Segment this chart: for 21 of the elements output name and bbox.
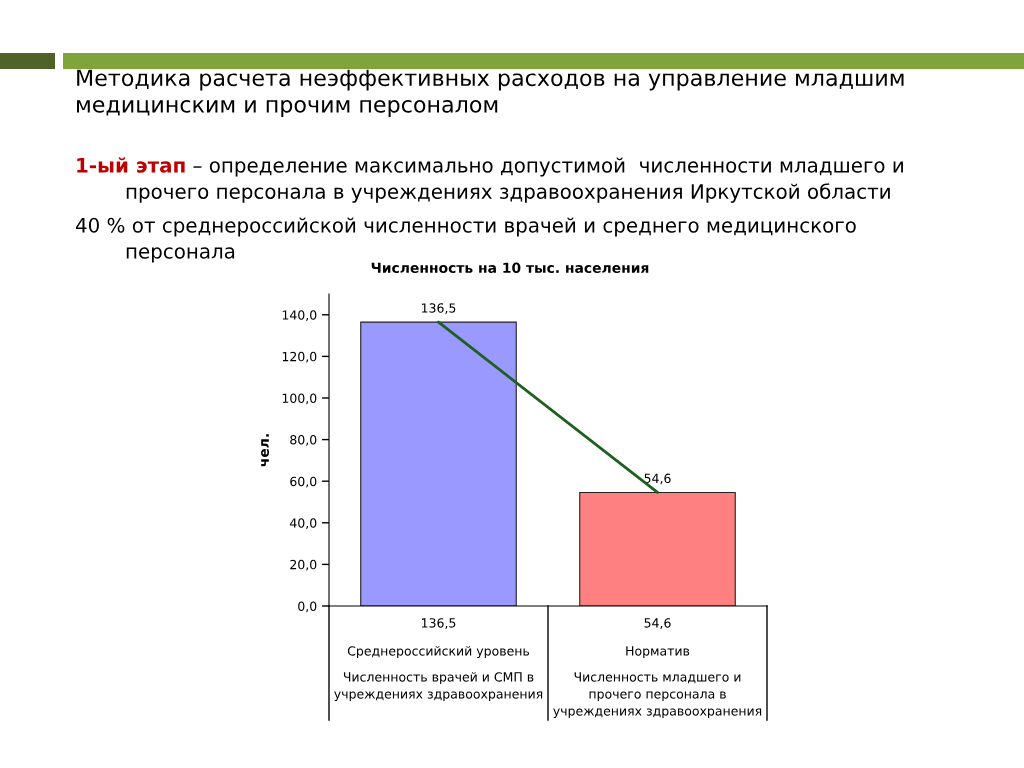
- y-axis-title: чел.: [261, 434, 269, 467]
- text: 40 % от среднероссийской численности врачей и среднего медицинского персонала: [75, 217, 856, 263]
- text: прочего персонала в учреждениях здравоохранения Иркутской области: [126, 183, 890, 203]
- y-tick-label: 40,0: [289, 518, 317, 529]
- data-label: 136,5: [421, 618, 456, 629]
- y-tick-label: 20,0: [290, 559, 317, 571]
- text: – определение максимально допустимой численности младшего и: [193, 157, 903, 177]
- chart-subtitle: Численность на 10 тыс. населения: [371, 262, 649, 274]
- text: 54,6: [644, 473, 671, 485]
- text: 136,5: [421, 303, 456, 314]
- y-tick-label: 0,0: [298, 601, 317, 613]
- y-tick-label: 140,0: [282, 310, 317, 321]
- text: 1-ый этап: [77, 157, 185, 173]
- y-tick-label: 60,0: [290, 476, 317, 488]
- x-tick-label: Среднероссийский уровень Численность врачей и СМП в учреждениях здравоохранения: [334, 646, 543, 702]
- y-tick-label: 100,0: [282, 393, 317, 405]
- y-tick-label: 120,0: [282, 351, 317, 363]
- data-label: 54,6: [644, 618, 671, 629]
- x-tick-label: Норматив Численность младшего и прочего персонала в учреждениях здравоохранения: [553, 646, 762, 719]
- chart-title: Методика расчета неэффективных расходов на управление младшим медицинским и прочим персоналом: [77, 69, 904, 118]
- y-tick-label: 80,0: [290, 435, 317, 446]
